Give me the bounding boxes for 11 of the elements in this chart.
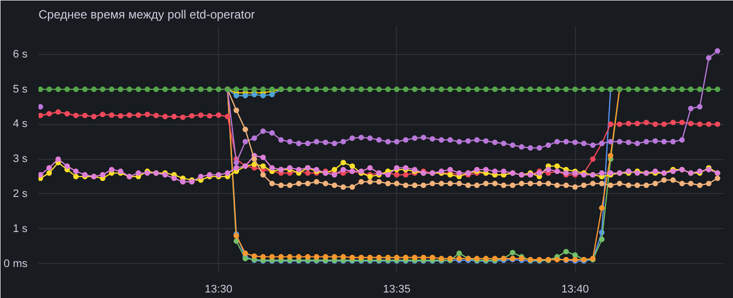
x-tick-label: 13:30	[204, 284, 232, 296]
y-tick-label: 4 s	[12, 118, 28, 130]
y-tick-label: 1 s	[12, 222, 28, 235]
x-tick-label: 13:35	[382, 284, 410, 296]
y-tick-label: 6 s	[12, 48, 28, 60]
y-tick-label: 0 ms	[4, 258, 28, 270]
y-tick-label: 2 s	[12, 188, 28, 200]
y-tick-label: 5 s	[12, 83, 28, 96]
chart-title: Среднее время между poll etd-operator	[38, 8, 255, 22]
y-tick-label: 3 s	[12, 153, 28, 166]
x-tick-label: 13:40	[561, 284, 589, 296]
